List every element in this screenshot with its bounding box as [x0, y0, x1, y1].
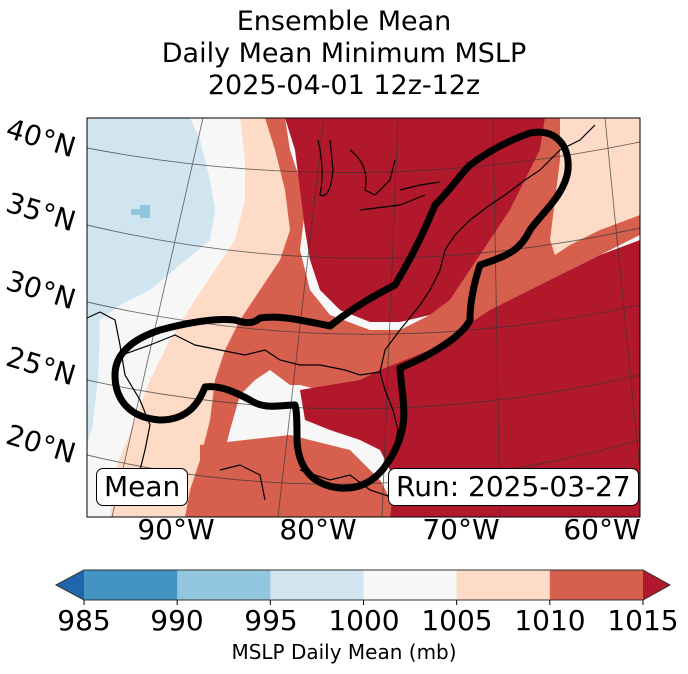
run-date-box: Run: 2025-03-27	[388, 468, 639, 506]
mean-label-box: Mean	[96, 468, 189, 506]
colorbar-segment-1010-1015	[549, 570, 644, 600]
colorbar-tick-1000: 1000	[328, 604, 400, 637]
title-line-3: 2025-04-01 12z-12z	[207, 70, 481, 101]
field-995-1000-south	[87, 330, 100, 440]
lake-michigan	[317, 139, 334, 197]
title-line-1: Ensemble Mean	[236, 6, 452, 37]
field-990-995	[131, 205, 150, 218]
field-1010-1015	[185, 118, 640, 517]
map-frame	[86, 117, 641, 518]
field-1010-1015-south	[200, 435, 400, 517]
colorbar-segment-1005-1010	[456, 570, 551, 600]
colorbar-segment-990-995	[177, 570, 271, 600]
meridian-70w	[492, 118, 501, 517]
graticule	[87, 118, 640, 517]
coast-mexico-texas	[87, 311, 151, 501]
coast-east	[379, 169, 541, 373]
colorbar-extend-over	[643, 570, 670, 600]
colorbar-tick-1005: 1005	[421, 604, 493, 637]
lon-label-60w: 60°W	[563, 513, 641, 546]
colorbar-tick-1010: 1010	[514, 604, 586, 637]
colorbar-segment-1000-1005	[363, 570, 458, 600]
colorbar-label: MSLP Daily Mean (mb)	[231, 640, 457, 664]
coast-maritimes	[539, 124, 596, 171]
field-over-1015-north	[285, 118, 545, 322]
colorbar-tick-990: 990	[150, 604, 204, 637]
title-line-2: Daily Mean Minimum MSLP	[161, 38, 527, 69]
contour-outline	[111, 128, 572, 492]
lake-huron	[349, 149, 396, 196]
coastlines	[87, 124, 596, 501]
lake-erie	[359, 194, 426, 211]
field-995-1000	[87, 118, 215, 450]
parallel-25n	[87, 374, 640, 410]
coast-yucatan	[219, 464, 266, 501]
lon-label-70w: 70°W	[422, 513, 500, 546]
colorbar-extend-under	[56, 570, 84, 600]
colorbar	[54, 569, 672, 605]
meridian-60w	[604, 118, 640, 471]
meridian-80w	[381, 118, 399, 517]
colorbar-tick-995: 995	[244, 604, 298, 637]
colorbar-tick-985: 985	[57, 604, 111, 637]
map-field	[87, 118, 640, 517]
lon-label-80w: 80°W	[279, 513, 357, 546]
colorbar-tick-1015: 1015	[607, 604, 679, 637]
lake-ontario	[399, 181, 441, 191]
meridian-90w	[111, 118, 204, 517]
parallel-40n	[87, 141, 640, 174]
lon-label-90w: 90°W	[137, 513, 215, 546]
parallel-30n	[87, 301, 640, 335]
colorbar-segment-985-990	[84, 570, 178, 600]
coast-gulf	[121, 334, 381, 376]
coast-cuba	[299, 469, 401, 501]
colorbar-segment-995-1000	[270, 570, 364, 600]
parallel-35n	[87, 224, 640, 259]
